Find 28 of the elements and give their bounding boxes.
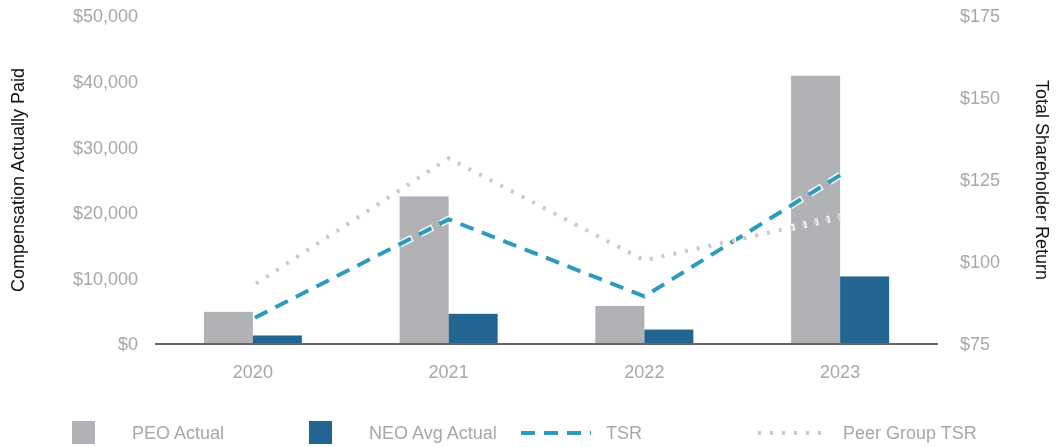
y-tick-label: $20,000: [72, 203, 138, 224]
bar: [252, 335, 302, 344]
x-tick-label: 2020: [232, 362, 273, 382]
y2-tick-label: $175: [960, 6, 1001, 27]
legend-label: Peer Group TSR: [843, 423, 977, 444]
y-tick-label: $50,000: [72, 6, 138, 27]
y-tick-label: $30,000: [72, 137, 138, 158]
y2-tick-label: $75: [960, 334, 991, 355]
legend-label: NEO Avg Actual: [369, 423, 497, 444]
x-tick-label: 2021: [428, 362, 469, 382]
y-axis-title: Compensation Actually Paid: [8, 67, 28, 293]
bar: [448, 313, 498, 344]
bar: [840, 276, 890, 344]
bar: [203, 311, 253, 344]
y-tick-label: $40,000: [72, 71, 138, 92]
x-tick-label: 2023: [820, 362, 861, 382]
y-tick-label: $10,000: [72, 268, 138, 289]
legend-label: TSR: [606, 423, 642, 444]
bar: [644, 329, 694, 344]
y2-tick-label: $100: [960, 252, 1001, 273]
y2-axis-title: Total Shareholder Return: [1032, 79, 1052, 281]
y2-tick-label: $125: [960, 170, 1001, 191]
y2-tick-label: $150: [960, 88, 1001, 109]
y-tick-label: $0: [117, 334, 138, 355]
bar: [399, 196, 449, 344]
bar: [595, 305, 645, 344]
legend-label: PEO Actual: [132, 423, 225, 444]
x-tick-label: 2022: [624, 362, 665, 382]
